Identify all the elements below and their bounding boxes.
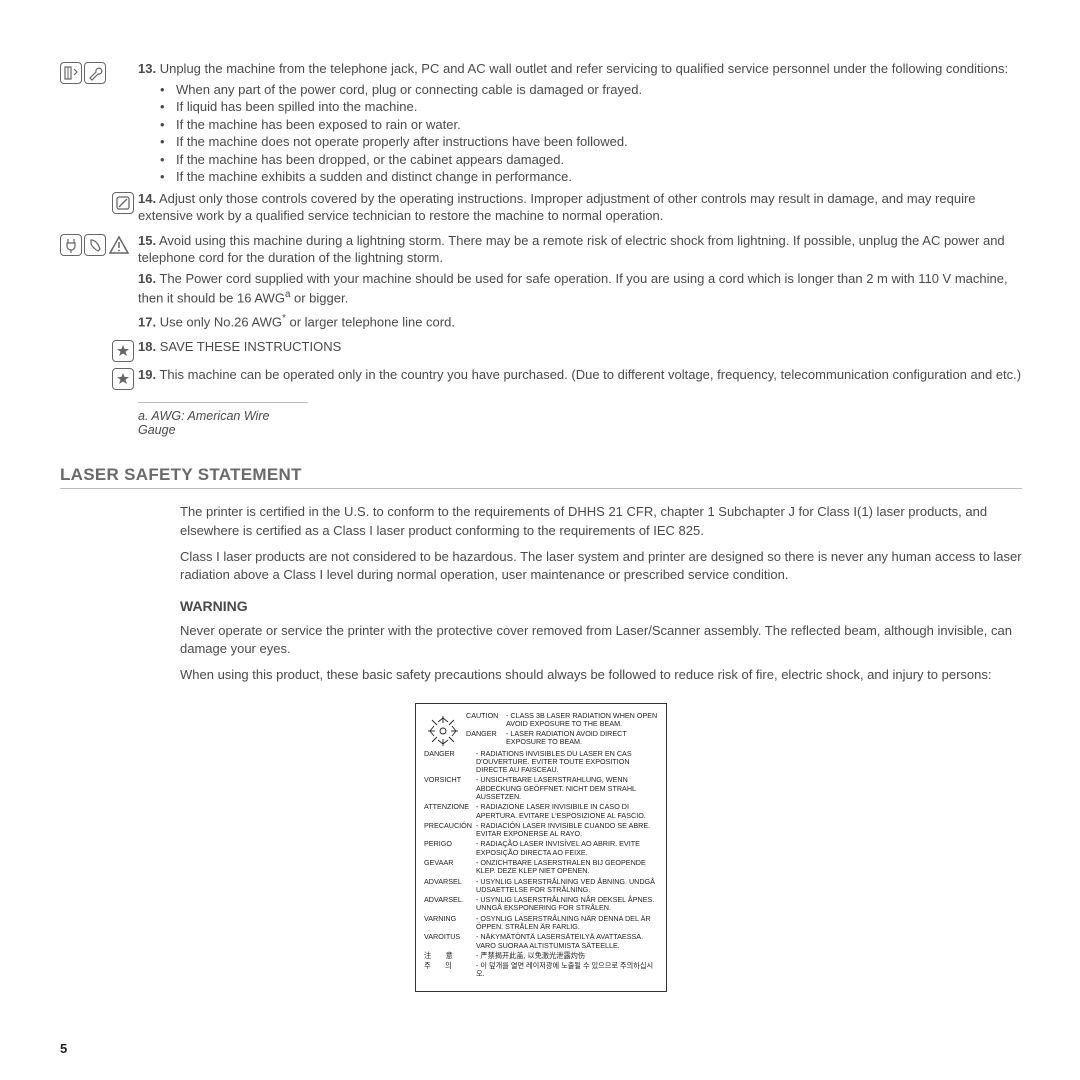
item-text: Unplug the machine from the telephone ja… [160, 61, 1008, 76]
item-number: 15. [138, 233, 156, 248]
page-number: 5 [60, 1041, 67, 1056]
item-text: Adjust only those controls covered by th… [138, 191, 976, 224]
label-key: PRECAUCIÓN [424, 822, 476, 839]
warning-paragraph-2: When using this product, these basic saf… [180, 666, 1022, 684]
item-number: 18. [138, 339, 156, 354]
laser-warning-label: CAUTION- CLASS 3B LASER RADIATION WHEN O… [415, 703, 667, 992]
label-key: DANGER [424, 750, 476, 775]
item-text-b: or bigger. [290, 290, 348, 305]
safety-item-17: 17. Use only No.26 AWG* or larger teleph… [138, 312, 1022, 331]
label-val: - CLASS 3B LASER RADIATION WHEN OPEN AVO… [506, 712, 658, 729]
cord-icon [60, 62, 82, 84]
label-val: - UNSICHTBARE LASERSTRAHLUNG, WENN ABDEC… [476, 776, 658, 801]
label-key: VAROITUS [424, 933, 476, 950]
item-13-bullets: •When any part of the power cord, plug o… [138, 81, 1022, 186]
label-val: - 이 덮개를 열면 레이저광에 노출될 수 있으므로 주의하십시오. [476, 962, 658, 979]
label-val: - OSYNLIG LASERSTRÅLNING NÄR DENNA DEL Ä… [476, 915, 658, 932]
safety-item-14: 14. Adjust only those controls covered b… [60, 190, 1022, 228]
label-key: ADVARSEL [424, 878, 476, 895]
laser-safety-heading: LASER SAFETY STATEMENT [60, 465, 1022, 489]
phone-icon [84, 234, 106, 256]
item-text-b: or larger telephone line cord. [286, 315, 455, 330]
safety-item-15: 15. Avoid using this machine during a li… [60, 232, 1022, 334]
label-val: - RADIACIÓN LASER INVISIBLE CUANDO SE AB… [476, 822, 658, 839]
item-number: 14. [138, 191, 156, 206]
label-key: ADVARSEL. [424, 896, 476, 913]
warning-triangle-icon [108, 234, 130, 256]
item-number: 17. [138, 315, 156, 330]
laser-burst-icon [424, 712, 462, 750]
label-val: - RADIATIONS INVISIBLES DU LASER EN CAS … [476, 750, 658, 775]
prohibit-icon [112, 192, 134, 214]
plug-icon [60, 234, 82, 256]
laser-paragraph-1: The printer is certified in the U.S. to … [180, 503, 1022, 539]
label-key: CAUTION [466, 712, 506, 729]
label-val: - 严禁揭开此盖, 以免激光泄露灼伤 [476, 952, 658, 960]
safety-item-16: 16. The Power cord supplied with your ma… [138, 270, 1022, 306]
item-text: SAVE THESE INSTRUCTIONS [160, 339, 342, 354]
safety-item-19: 19. This machine can be operated only in… [60, 366, 1022, 390]
label-val: - LASER RADIATION AVOID DIRECT EXPOSURE … [506, 730, 658, 747]
label-val: - RADIAÇÃO LASER INVISÍVEL AO ABRIR. EVI… [476, 840, 658, 857]
footnote-text: a. AWG: American Wire Gauge [138, 409, 308, 437]
label-val: - NÄKYMÄTÖNTÄ LASERSÄTEILYÄ AVATTAESSA. … [476, 933, 658, 950]
label-val: - USYNLIG LASERSTRÅLNING NÅR DEKSEL ÅPNE… [476, 896, 658, 913]
item-text-a: The Power cord supplied with your machin… [138, 271, 1008, 305]
label-key: PERIGO [424, 840, 476, 857]
label-key: VORSICHT [424, 776, 476, 801]
item-text: Avoid using this machine during a lightn… [138, 233, 1005, 266]
label-val: - ONZICHTBARE LASERSTRALEN BIJ GEOPENDE … [476, 859, 658, 876]
footnote-block: a. AWG: American Wire Gauge [138, 402, 308, 437]
safety-item-18: 18. SAVE THESE INSTRUCTIONS [60, 338, 1022, 362]
item-number: 19. [138, 367, 156, 382]
star-icon [112, 340, 134, 362]
laser-paragraph-2: Class I laser products are not considere… [180, 548, 1022, 584]
wrench-icon [84, 62, 106, 84]
label-key: GEVAAR [424, 859, 476, 876]
item-number: 16. [138, 271, 156, 286]
label-key: VARNING [424, 915, 476, 932]
label-key: ATTENZIONE [424, 803, 476, 820]
label-key: DANGER [466, 730, 506, 747]
warning-heading: WARNING [180, 598, 1022, 614]
item-text-a: Use only No.26 AWG [160, 315, 282, 330]
label-val: - RADIAZIONE LASER INVISIBILE IN CASO DI… [476, 803, 658, 820]
safety-item-13: 13. Unplug the machine from the telephon… [60, 60, 1022, 186]
label-key: 注 意 [424, 952, 476, 960]
item-number: 13. [138, 61, 156, 76]
star-icon [112, 368, 134, 390]
item-text: This machine can be operated only in the… [159, 367, 1021, 382]
label-val: - USYNLIG LASERSTRÅLNING VED ÅBNING. UND… [476, 878, 658, 895]
label-key: 주 의 [424, 962, 476, 979]
warning-paragraph-1: Never operate or service the printer wit… [180, 622, 1022, 658]
